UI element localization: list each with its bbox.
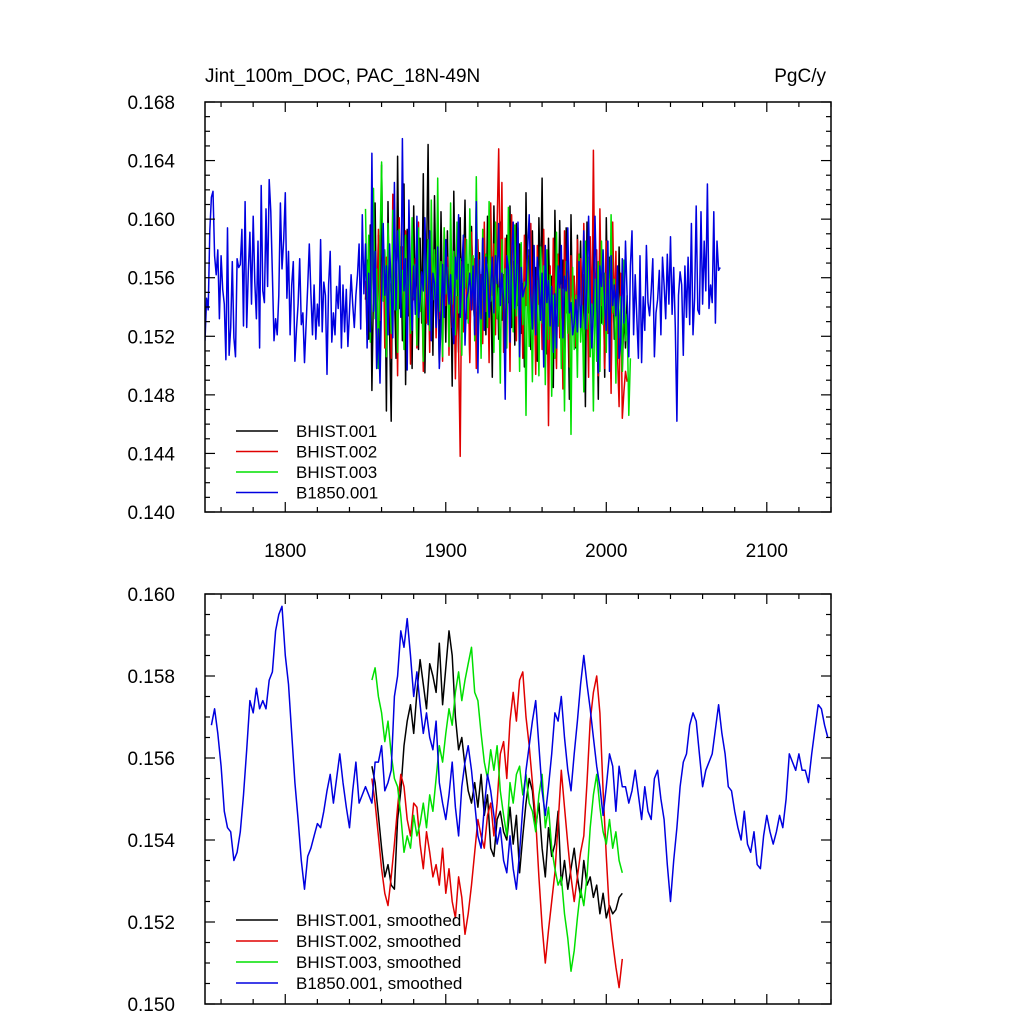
top-xtick-label: 1800 xyxy=(264,541,306,562)
bottom-ytick-label: 0.156 xyxy=(127,749,175,770)
bottom-series-bhist-001-smoothed xyxy=(371,630,623,919)
bottom-legend-label-bhist-002-smoothed: BHIST.002, smoothed xyxy=(296,932,461,951)
bottom-chart-panel: 0.150 0.152 0.154 0.156 0.158 0.160 BHIST.001… xyxy=(127,585,832,1016)
top-ytick-label: 0.168 xyxy=(127,93,175,114)
bottom-legend: BHIST.001, smoothed BHIST.002, smoothed BH… xyxy=(236,911,462,993)
bottom-series-group xyxy=(210,605,829,989)
top-series-group xyxy=(205,137,721,458)
bottom-legend-label-b1850-001-smoothed: B1850.001, smoothed xyxy=(296,974,462,993)
bottom-legend-label-bhist-001-smoothed: BHIST.001, smoothed xyxy=(296,911,461,930)
bottom-legend-label-bhist-003-smoothed: BHIST.003, smoothed xyxy=(296,953,461,972)
top-legend-label-bhist-002: BHIST.002 xyxy=(296,443,377,462)
top-legend-label-bhist-001: BHIST.001 xyxy=(296,422,377,441)
top-xtick-label: 2100 xyxy=(746,541,788,562)
bottom-ytick-label: 0.160 xyxy=(127,585,175,606)
top-ytick-label: 0.160 xyxy=(127,210,175,231)
top-chart-panel: Jint_100m_DOC, PAC_18N-49N PgC/y 0.1400.… xyxy=(127,66,832,562)
top-chart-units: PgC/y xyxy=(774,66,826,87)
top-ytick-label: 0.164 xyxy=(127,152,175,173)
top-ytick-label: 0.152 xyxy=(127,327,175,348)
bottom-ytick-label: 0.152 xyxy=(127,913,175,934)
top-ytick-label: 0.156 xyxy=(127,269,175,290)
top-series-b1850-001 xyxy=(205,137,721,422)
top-ytick-label: 0.144 xyxy=(127,444,175,465)
top-legend-label-b1850-001: B1850.001 xyxy=(296,484,378,503)
bottom-series-b1850-001-smoothed xyxy=(210,605,829,903)
top-axes: 0.140 0.144 0.148 0.152 0.156 0.160 0.164 0.168… xyxy=(127,93,832,562)
top-chart-title: Jint_100m_DOC, PAC_18N-49N xyxy=(205,66,480,87)
bottom-axes: 0.150 0.152 0.154 0.156 0.158 0.160 xyxy=(127,585,832,1016)
top-xtick-label: 2000 xyxy=(585,541,627,562)
top-ytick-label: 0.148 xyxy=(127,386,175,407)
bottom-ytick-label: 0.150 xyxy=(127,995,175,1016)
top-xtick-label: 1900 xyxy=(425,541,467,562)
top-ytick-label: 0.140 xyxy=(127,503,175,524)
bottom-ytick-label: 0.154 xyxy=(127,831,175,852)
bottom-series-bhist-002-smoothed xyxy=(371,671,624,989)
top-legend-label-bhist-003: BHIST.003 xyxy=(296,463,377,482)
bottom-series-bhist-003-smoothed xyxy=(371,646,624,972)
bottom-ytick-label: 0.158 xyxy=(127,667,175,688)
